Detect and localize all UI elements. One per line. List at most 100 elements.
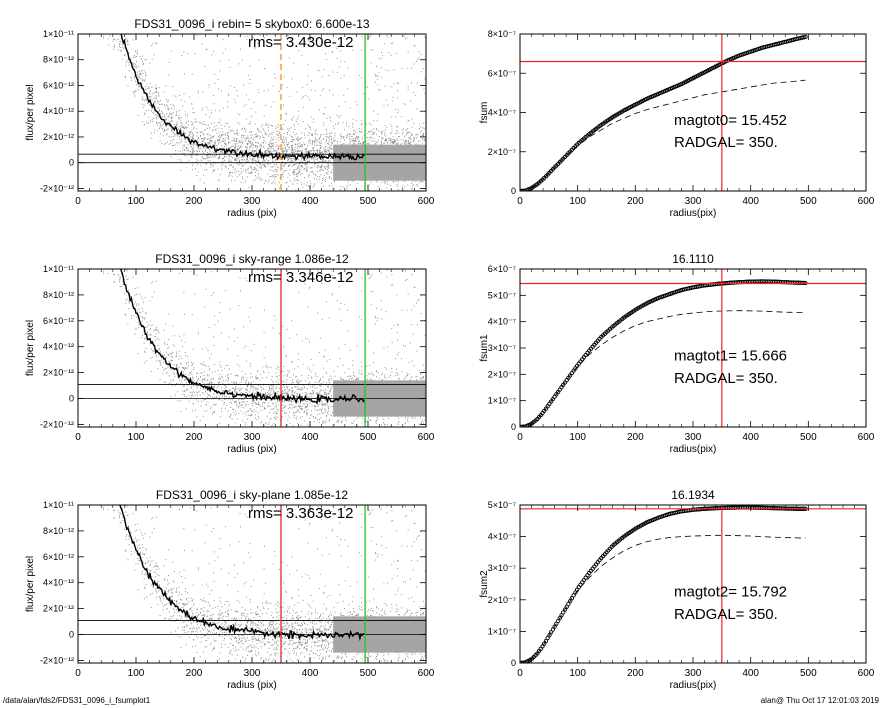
y-tick-label: 1×10⁻⁷ <box>488 626 516 636</box>
y-tick-label: 0 <box>69 630 74 640</box>
x-tick-label: 300 <box>685 668 702 679</box>
x-tick-label: 200 <box>627 196 644 207</box>
x-tick-label: 0 <box>75 432 81 443</box>
x-tick-label: 400 <box>302 432 319 443</box>
chart-title: FDS31_0096_i sky-range 1.086e-12 <box>155 252 349 266</box>
y-tick-label: 0 <box>69 158 74 168</box>
panel-2: magtot0= 15.452 RADGAL= 350. 0 100 200 300 400… <box>479 29 875 219</box>
y-tick-label: -2×10⁻¹² <box>40 183 74 193</box>
rms-label: rms= 3.430e-12 <box>248 34 353 51</box>
x-tick-label: 300 <box>685 196 702 207</box>
x-tick-label: 200 <box>627 668 644 679</box>
x-axis-label: radius (pix) <box>227 208 276 219</box>
y-tick-label: 1×10⁻¹¹ <box>43 264 74 274</box>
x-tick-label: 600 <box>418 668 435 679</box>
x-tick-label: 0 <box>517 668 523 679</box>
x-tick-label: 600 <box>418 196 435 207</box>
chart-title: 16.1110 <box>672 252 714 266</box>
x-tick-label: 300 <box>244 196 261 207</box>
y-tick-label: 0 <box>511 658 516 668</box>
y-tick-label: 8×10⁻¹² <box>43 526 74 536</box>
y-tick-label: 2×10⁻⁷ <box>488 147 516 157</box>
y-tick-label: 4×10⁻⁷ <box>488 317 516 327</box>
growth-curve-points <box>520 34 808 191</box>
y-tick-label: 0 <box>511 186 516 196</box>
x-tick-label: 500 <box>800 196 817 207</box>
plot-area <box>78 34 426 191</box>
x-tick-label: 200 <box>186 432 203 443</box>
plot-area <box>78 269 426 427</box>
x-tick-label: 100 <box>128 432 145 443</box>
footer-path: /data/alan/fds2/FDS31_0096_i_fsumplot1 <box>3 696 151 705</box>
x-tick-label: 100 <box>569 196 586 207</box>
radgal-label: RADGAL= 350. <box>674 134 778 151</box>
y-tick-label: -2×10⁻¹² <box>40 655 74 665</box>
y-tick-label: 6×10⁻¹² <box>43 552 74 562</box>
y-tick-label: 6×10⁻⁷ <box>488 264 516 274</box>
y-axis-label: flux/per pixel <box>25 320 36 376</box>
y-tick-label: 2×10⁻¹² <box>43 368 74 378</box>
y-tick-label: 3×10⁻⁷ <box>488 563 516 573</box>
x-tick-label: 600 <box>858 196 875 207</box>
x-tick-label: 100 <box>569 432 586 443</box>
y-tick-label: 1×10⁻⁷ <box>488 396 516 406</box>
x-tick-label: 600 <box>418 432 435 443</box>
y-tick-label: -2×10⁻¹² <box>40 419 74 429</box>
x-tick-label: 100 <box>128 196 145 207</box>
y-tick-label: 1×10⁻¹¹ <box>43 500 74 510</box>
y-axis-label: flux/per pixel <box>25 556 36 612</box>
y-tick-label: 5×10⁻⁷ <box>488 290 516 300</box>
dashed-growth-curve <box>520 310 806 427</box>
x-tick-label: 0 <box>517 432 523 443</box>
x-tick-label: 500 <box>360 668 377 679</box>
y-tick-label: 4×10⁻⁷ <box>488 532 516 542</box>
y-tick-label: 4×10⁻¹² <box>43 342 74 352</box>
y-axis-label: fsum2 <box>479 570 490 598</box>
x-tick-label: 100 <box>128 668 145 679</box>
x-axis: 0 100 200 300 400 500 600 radius (pix) <box>75 34 435 219</box>
y-tick-label: 5×10⁻⁷ <box>488 500 516 510</box>
x-tick-label: 100 <box>569 668 586 679</box>
y-axis-label: flux/per pixel <box>25 84 36 140</box>
x-tick-label: 500 <box>800 432 817 443</box>
growth-curve-circles <box>520 279 808 427</box>
y-tick-label: 0 <box>511 422 516 432</box>
footer-timestamp: alan@ Thu Oct 17 12:01:03 2019 <box>760 696 879 705</box>
y-tick-label: 2×10⁻⁷ <box>488 595 516 605</box>
x-axis-label: radius (pix) <box>227 444 276 455</box>
x-axis: 0 100 200 300 400 500 600 radius (pix) <box>75 505 435 691</box>
x-tick-label: 300 <box>244 432 261 443</box>
y-tick-label: 6×10⁻¹² <box>43 80 74 90</box>
y-tick-label: 2×10⁻¹² <box>43 604 74 614</box>
x-axis: 0 100 200 300 400 500 600 radius (pix) <box>75 269 435 455</box>
radial-profile-line <box>119 505 365 642</box>
y-axis: 0 1×10⁻⁷ 2×10⁻⁷ 3×10⁻⁷ 4×10⁻⁷ 5×10⁻⁷ fsum2 <box>479 500 866 668</box>
y-tick-label: 8×10⁻¹² <box>43 290 74 300</box>
magtot-label: magtot1= 15.666 <box>674 348 787 365</box>
panel-3: rms= 3.346e-12 0 100 200 300 400 500 600 radius … <box>25 252 435 455</box>
x-tick-label: 300 <box>244 668 261 679</box>
y-tick-label: 6×10⁻¹² <box>43 316 74 326</box>
chart-title: FDS31_0096_i sky-plane 1.085e-12 <box>156 488 348 502</box>
y-axis: 0 2×10⁻⁷ 4×10⁻⁷ 6×10⁻⁷ 8×10⁻⁷ fsum <box>479 29 866 196</box>
x-tick-label: 400 <box>302 196 319 207</box>
y-tick-label: 2×10⁻¹² <box>43 132 74 142</box>
x-tick-label: 500 <box>800 668 817 679</box>
x-tick-label: 0 <box>517 196 523 207</box>
radial-profile-line <box>120 269 366 405</box>
x-tick-label: 200 <box>186 668 203 679</box>
x-tick-label: 400 <box>302 668 319 679</box>
x-tick-label: 0 <box>75 668 81 679</box>
y-axis: -2×10⁻¹² 0 2×10⁻¹² 4×10⁻¹² 6×10⁻¹² 8×10⁻¹² 1×1… <box>25 500 426 665</box>
magtot-label: magtot2= 15.792 <box>674 584 787 601</box>
x-tick-label: 0 <box>75 196 81 207</box>
y-tick-label: 4×10⁻⁷ <box>488 108 516 118</box>
x-tick-label: 500 <box>360 432 377 443</box>
x-tick-label: 600 <box>858 668 875 679</box>
magtot-label: magtot0= 15.452 <box>674 112 787 129</box>
x-tick-label: 200 <box>627 432 644 443</box>
y-tick-label: 2×10⁻⁷ <box>488 369 516 379</box>
panel-1: rms= 3.430e-12 0 100 200 300 400 500 600 radius … <box>25 17 435 219</box>
rms-label: rms= 3.363e-12 <box>248 505 353 522</box>
